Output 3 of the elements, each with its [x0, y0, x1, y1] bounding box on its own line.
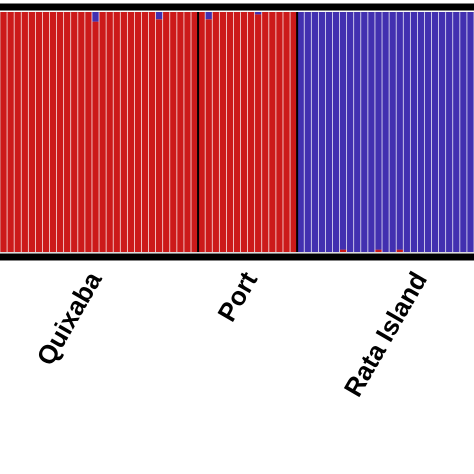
bar: [156, 12, 162, 20]
bar: [206, 12, 212, 20]
bar: [92, 12, 99, 22]
